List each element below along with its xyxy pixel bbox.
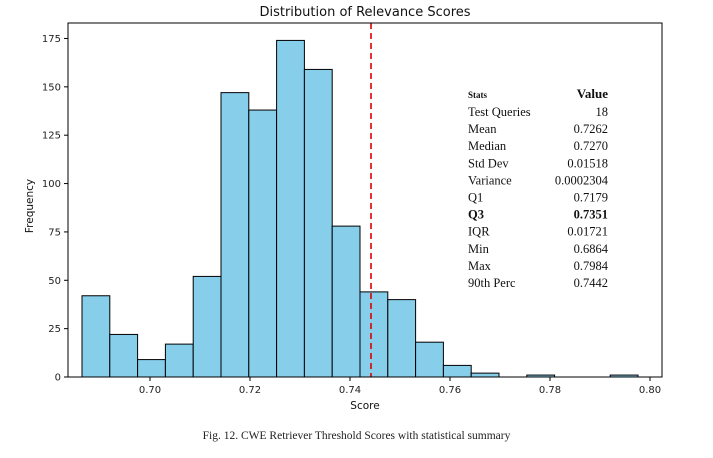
stats-row-value: 0.6864	[574, 242, 609, 256]
stats-row-label: IQR	[468, 225, 490, 239]
stats-row-label: 90th Perc	[468, 276, 516, 290]
stats-row-label: Q1	[468, 191, 483, 205]
stats-row-value: 0.7984	[574, 259, 609, 273]
stats-row-value: 0.7442	[574, 276, 608, 290]
y-tick-label: 100	[42, 179, 61, 190]
stats-row-value: 0.7179	[574, 191, 608, 205]
x-tick-label: 0.72	[239, 385, 261, 396]
stats-row-value: 0.01518	[567, 156, 608, 170]
stats-row-value: 0.7351	[574, 208, 608, 222]
stats-row-value: 0.0002304	[555, 173, 609, 187]
stats-row-label: Median	[468, 139, 507, 153]
histogram-bar	[109, 333, 139, 378]
stats-table: Stats Value Test Queries 18 Mean 0.7262 Medi…	[468, 86, 609, 290]
histogram-bar	[248, 109, 278, 378]
histogram-bar	[81, 295, 111, 378]
histogram-bars	[81, 39, 639, 378]
histogram-bar	[359, 291, 389, 378]
x-axis-label: Score	[350, 400, 379, 412]
histogram-bar	[220, 92, 250, 378]
y-tick-label: 0	[55, 373, 61, 384]
stats-row-value: 0.7262	[574, 122, 608, 136]
stats-row-label: Std Dev	[468, 156, 509, 170]
x-axis-ticks: 0.70 0.72 0.74 0.76 0.78 0.80	[139, 377, 661, 396]
y-tick-label: 125	[42, 131, 61, 142]
histogram-bar	[137, 359, 166, 378]
histogram-bar	[331, 225, 361, 378]
y-tick-label: 75	[48, 227, 61, 238]
y-tick-label: 50	[48, 276, 61, 287]
x-tick-label: 0.76	[439, 385, 461, 396]
histogram-bar	[470, 372, 500, 378]
figure-caption: Fig. 12. CWE Retriever Threshold Scores …	[202, 430, 511, 442]
histogram-bar	[387, 299, 417, 378]
x-tick-label: 0.70	[139, 385, 161, 396]
stats-row-value: 18	[596, 105, 609, 119]
histogram-bar	[415, 341, 444, 378]
stats-row-label: Variance	[468, 173, 512, 187]
stats-row-value: 0.7270	[574, 139, 608, 153]
histogram-bar	[442, 364, 472, 378]
y-axis-ticks: 0 25 50 75 100 125 150 175	[42, 34, 68, 384]
stats-row-label: Q3	[468, 208, 484, 222]
stats-rows: Test Queries 18 Mean 0.7262 Median 0.7270 Std …	[468, 105, 609, 290]
stats-header-value: Value	[577, 86, 609, 101]
x-tick-label: 0.78	[539, 385, 561, 396]
histogram-bar	[164, 343, 194, 378]
stats-row-value: 0.01721	[567, 225, 608, 239]
stats-row-label: Test Queries	[468, 105, 531, 119]
x-tick-label: 0.80	[639, 385, 661, 396]
histogram-bar	[303, 68, 333, 378]
stats-header-label: Stats	[468, 90, 487, 100]
stats-row-label: Min	[468, 242, 490, 256]
chart-title: Distribution of Relevance Scores	[259, 5, 470, 20]
x-tick-label: 0.74	[339, 385, 361, 396]
stats-row-label: Max	[468, 259, 492, 273]
stats-row-label: Mean	[468, 122, 497, 136]
histogram-bar	[276, 39, 305, 378]
y-axis-label: Frequency	[24, 179, 36, 233]
plot-frame	[67, 22, 663, 378]
y-tick-label: 25	[48, 324, 61, 335]
y-tick-label: 150	[42, 82, 61, 93]
histogram-bar	[192, 275, 222, 378]
y-tick-label: 175	[42, 34, 61, 45]
